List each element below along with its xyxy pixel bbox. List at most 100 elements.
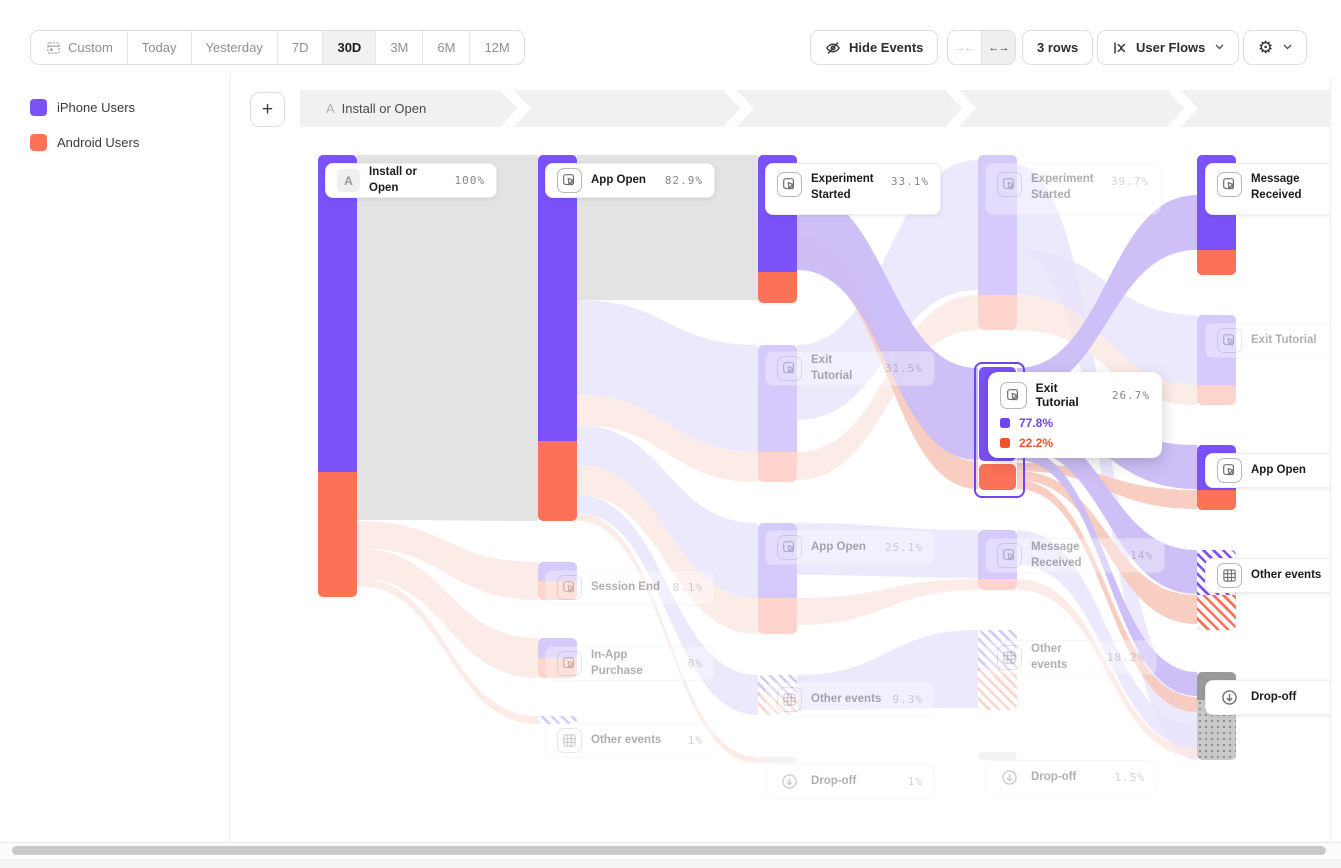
event-click-icon (1000, 381, 1027, 409)
node-card-experiment-started-4[interactable]: Experiment Started 39.7% (985, 163, 1161, 215)
hide-events-button[interactable]: Hide Events (810, 30, 939, 65)
date-range-today[interactable]: Today (126, 31, 191, 64)
node-card-drop-off-4[interactable]: Drop-off 1.5% (985, 760, 1157, 795)
node-bar-exit-tutorial-5[interactable] (1197, 315, 1236, 405)
date-range-yesterday[interactable]: Yesterday (190, 31, 277, 64)
node-card-app-open-5[interactable]: App Open (1205, 453, 1333, 488)
event-click-icon (777, 535, 802, 560)
legend-swatch-android (30, 134, 47, 151)
legend-divider (229, 76, 230, 842)
event-click-icon (557, 575, 582, 600)
step-badge: A (326, 101, 335, 116)
tooltip-percent: 26.7% (1111, 388, 1150, 402)
tooltip-row-iphone: 77.8% (1000, 416, 1150, 430)
date-range-30d[interactable]: 30D (322, 31, 376, 64)
node-card-message-received-4[interactable]: Message Received 14% (985, 538, 1165, 573)
node-card-other-events-2[interactable]: Other events 1% (545, 723, 715, 758)
node-bar-install-or-open[interactable] (318, 155, 357, 597)
arrows-collapse-icon: →← (954, 41, 976, 54)
event-click-icon (1217, 328, 1242, 353)
date-range-group: Custom Today Yesterday 7D 30D 3M 6M 12M (30, 30, 525, 65)
node-card-app-open-3[interactable]: App Open 25.1% (765, 530, 935, 565)
node-card-other-events-5[interactable]: Other events (1205, 558, 1333, 593)
tooltip-label: Exit Tutorial (1035, 381, 1079, 409)
step-label: Install or Open (341, 101, 427, 116)
grid-icon (1217, 563, 1242, 588)
legend-swatch-iphone (30, 99, 47, 116)
node-card-in-app-purchase[interactable]: In-App Purchase 8% (545, 646, 715, 681)
rows-label: 3 rows (1037, 40, 1079, 55)
event-click-icon (777, 356, 802, 381)
node-card-drop-off-5[interactable]: Drop-off (1205, 680, 1333, 715)
rows-button[interactable]: 3 rows (1022, 30, 1094, 65)
add-step-button[interactable]: + (250, 92, 285, 127)
chevron-down-icon (1283, 42, 1292, 53)
event-badge-a: A (337, 169, 360, 192)
grid-icon (557, 728, 582, 753)
node-bar-other-events-2[interactable] (538, 716, 577, 724)
node-tooltip-exit-tutorial: Exit Tutorial 26.7% 77.8% 22.2% (988, 372, 1162, 458)
collapse-columns-button[interactable]: →← (948, 31, 981, 64)
legend-label: iPhone Users (57, 100, 136, 115)
step-breadcrumb-bar[interactable]: A Install or Open (300, 90, 1330, 127)
node-card-other-events-4[interactable]: Other events 18.2% (985, 640, 1157, 675)
horizontal-scrollbar-track[interactable] (0, 842, 1341, 859)
node-card-exit-tutorial-5[interactable]: Exit Tutorial (1205, 323, 1333, 358)
plus-icon: + (261, 98, 274, 120)
date-range-6m[interactable]: 6M (422, 31, 469, 64)
date-range-7d[interactable]: 7D (276, 31, 323, 64)
expand-columns-button[interactable]: ←→ (981, 31, 1015, 64)
node-card-exit-tutorial-3[interactable]: Exit Tutorial 31.5% (765, 351, 935, 386)
legend-swatch-android (1000, 438, 1010, 448)
legend-label: Android Users (57, 135, 140, 150)
node-card-experiment-started-3[interactable]: Experiment Started 33.1% (765, 163, 941, 215)
eye-off-icon (825, 40, 841, 56)
node-bar-drop-off-3[interactable] (758, 757, 797, 763)
date-range-3m[interactable]: 3M (375, 31, 422, 64)
settings-button[interactable]: ⚙ (1243, 30, 1308, 65)
node-bar-exit-tutorial-3[interactable] (758, 345, 797, 482)
layout-width-toggle: →← ←→ (947, 30, 1016, 65)
bar-segment-android (318, 472, 357, 597)
drop-off-icon (997, 765, 1022, 790)
event-click-icon (557, 168, 582, 193)
breadcrumb-step-1: A Install or Open (326, 90, 426, 127)
event-click-icon (997, 543, 1022, 568)
node-bar-other-events-4[interactable] (978, 630, 1017, 710)
date-range-12m[interactable]: 12M (469, 31, 523, 64)
bar-segment-iphone (318, 155, 357, 472)
node-card-session-end[interactable]: Session End 8.1% (545, 570, 715, 605)
node-bar-app-open[interactable] (538, 155, 577, 521)
event-click-icon (1217, 172, 1242, 197)
view-selector[interactable]: User Flows (1097, 30, 1240, 65)
drop-off-icon (777, 769, 802, 794)
event-click-icon (1217, 458, 1242, 483)
node-card-install-or-open[interactable]: A Install or Open 100% (325, 163, 497, 198)
node-card-message-received-5[interactable]: Message Received (1205, 163, 1333, 215)
chart-right-edge (1330, 76, 1341, 842)
legend-item-android[interactable]: Android Users (30, 134, 139, 151)
grid-icon (777, 687, 802, 712)
breadcrumb-chevrons (501, 90, 1198, 127)
chevron-down-icon (1215, 42, 1224, 53)
arrows-expand-icon: ←→ (988, 41, 1010, 54)
node-bar-experiment-started-4[interactable] (978, 155, 1017, 330)
legend-item-iphone[interactable]: iPhone Users (30, 99, 135, 116)
horizontal-scrollbar-thumb[interactable] (12, 846, 1326, 855)
node-card-other-events-3[interactable]: Other events 9.3% (765, 682, 935, 717)
node-bar-app-open-3[interactable] (758, 523, 797, 634)
event-click-icon (557, 651, 582, 676)
node-bar-exit-tutorial-4-android[interactable] (979, 464, 1016, 490)
node-bar-drop-off-4[interactable] (978, 752, 1017, 760)
date-range-custom[interactable]: Custom (31, 31, 127, 64)
legend-swatch-iphone (1000, 418, 1010, 428)
event-click-icon (777, 172, 802, 197)
calendar-icon (45, 40, 61, 56)
date-range-label: Custom (68, 40, 113, 55)
node-card-drop-off-3[interactable]: Drop-off 1% (765, 764, 935, 799)
drop-off-icon (1217, 685, 1242, 710)
toolbar: Custom Today Yesterday 7D 30D 3M 6M 12M … (0, 0, 1341, 76)
hide-events-label: Hide Events (849, 40, 924, 55)
node-bar-message-received-4[interactable] (978, 530, 1017, 590)
node-card-app-open[interactable]: App Open 82.9% (545, 163, 715, 198)
